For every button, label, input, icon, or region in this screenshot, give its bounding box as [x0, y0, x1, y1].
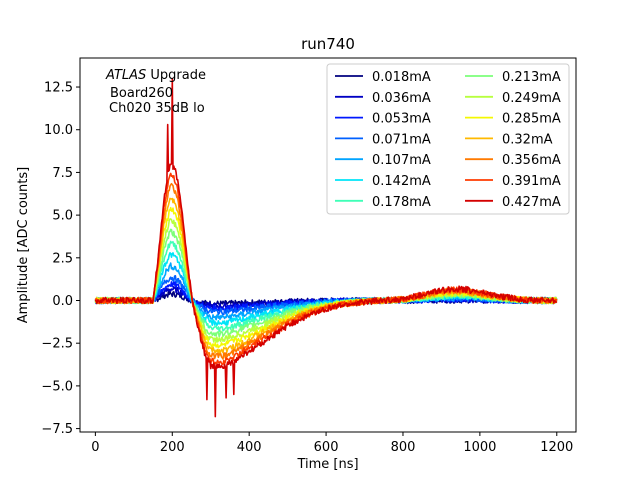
x-tick-label: 0 [91, 440, 99, 455]
y-tick-label: −2.5 [41, 337, 73, 352]
annotation-line-3: Ch020 35dB lo [109, 101, 205, 116]
legend-label: 0.391mA [502, 174, 561, 189]
legend-label: 0.356mA [502, 153, 561, 168]
x-tick-label: 600 [314, 440, 339, 455]
y-tick-label: 12.5 [44, 81, 73, 96]
annotation: ATLAS Upgrade Board260 Ch020 35dB lo [105, 68, 206, 116]
legend-label: 0.036mA [372, 91, 431, 106]
chart-title: run740 [301, 35, 355, 53]
plot-frame [79, 57, 577, 433]
y-tick-label: 10.0 [44, 123, 73, 138]
legend: 0.018mA 0.036mA 0.053mA 0.071mA 0.107mA 0.142… [326, 63, 570, 215]
legend-box [326, 63, 570, 215]
y-tick-label: −5.0 [41, 379, 73, 394]
annotation-atlas: ATLAS [105, 68, 146, 83]
y-tick-label: 0.0 [52, 294, 73, 309]
x-tick-label: 800 [391, 440, 416, 455]
legend-label: 0.107mA [372, 153, 431, 168]
legend-label: 0.213mA [502, 70, 561, 85]
x-tick-label: 1000 [463, 440, 496, 455]
legend-label: 0.32mA [502, 132, 553, 147]
x-tick-label: 200 [160, 440, 185, 455]
series-group [94, 77, 558, 418]
y-tick-label: −7.5 [41, 422, 73, 437]
ticks-group: 0 200 400 600 800 1000 1200 −7.5 −5.0 −2.5 0.0 2.5 5… [41, 81, 573, 455]
legend-label: 0.178mA [372, 195, 431, 210]
legend-label: 0.053mA [372, 112, 431, 127]
x-tick-label: 400 [237, 440, 262, 455]
legend-label: 0.427mA [502, 195, 561, 210]
legend-label: 0.285mA [502, 112, 561, 127]
annotation-line-2: Board260 [110, 86, 173, 101]
x-tick-label: 1200 [540, 440, 573, 455]
annotation-upgrade: Upgrade [146, 68, 206, 83]
annotation-line-1: ATLAS Upgrade [105, 68, 206, 83]
legend-label: 0.249mA [502, 91, 561, 106]
y-tick-label: 7.5 [52, 166, 73, 181]
legend-label: 0.071mA [372, 132, 431, 147]
x-axis-label: Time [ns] [296, 457, 358, 472]
y-tick-label: 5.0 [52, 209, 73, 224]
y-axis-label: Amplitude [ADC counts] [16, 167, 31, 323]
series-line [94, 77, 558, 418]
legend-label: 0.018mA [372, 70, 431, 85]
legend-label: 0.142mA [372, 174, 431, 189]
y-tick-label: 2.5 [52, 251, 73, 266]
